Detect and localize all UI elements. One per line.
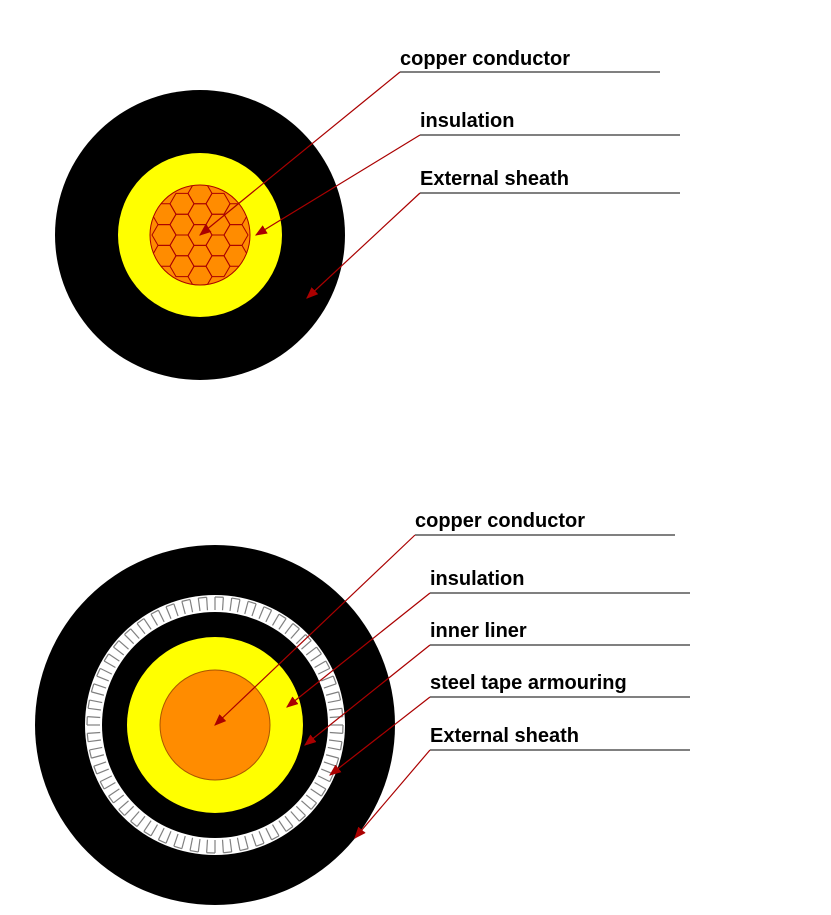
- armour-seg: [87, 733, 88, 741]
- diagram-canvas: copper conductor insulation External sheat…: [0, 0, 831, 915]
- armour-seg: [330, 733, 343, 734]
- layer-label: insulation: [430, 568, 524, 590]
- armour-seg: [223, 840, 224, 853]
- armour-seg: [198, 597, 206, 598]
- armour-seg: [223, 597, 224, 610]
- layer-label: External sheath: [430, 725, 579, 747]
- armour-seg: [207, 597, 208, 610]
- layer-label: copper conductor: [415, 510, 585, 532]
- cable-top: copper conductor insulation External sheat…: [55, 48, 680, 380]
- layer-label: copper conductor: [400, 48, 570, 70]
- armour-seg: [223, 852, 231, 853]
- layer-label: External sheath: [420, 168, 569, 190]
- armour-seg: [207, 840, 208, 853]
- armour-seg: [87, 733, 100, 734]
- layer-label: steel tape armouring: [430, 672, 627, 694]
- layer-label: inner liner: [430, 620, 527, 642]
- armour-seg: [87, 717, 100, 718]
- layer-label: insulation: [420, 110, 514, 132]
- cable-bottom: copper conductor insulation inner liner ste…: [35, 510, 690, 905]
